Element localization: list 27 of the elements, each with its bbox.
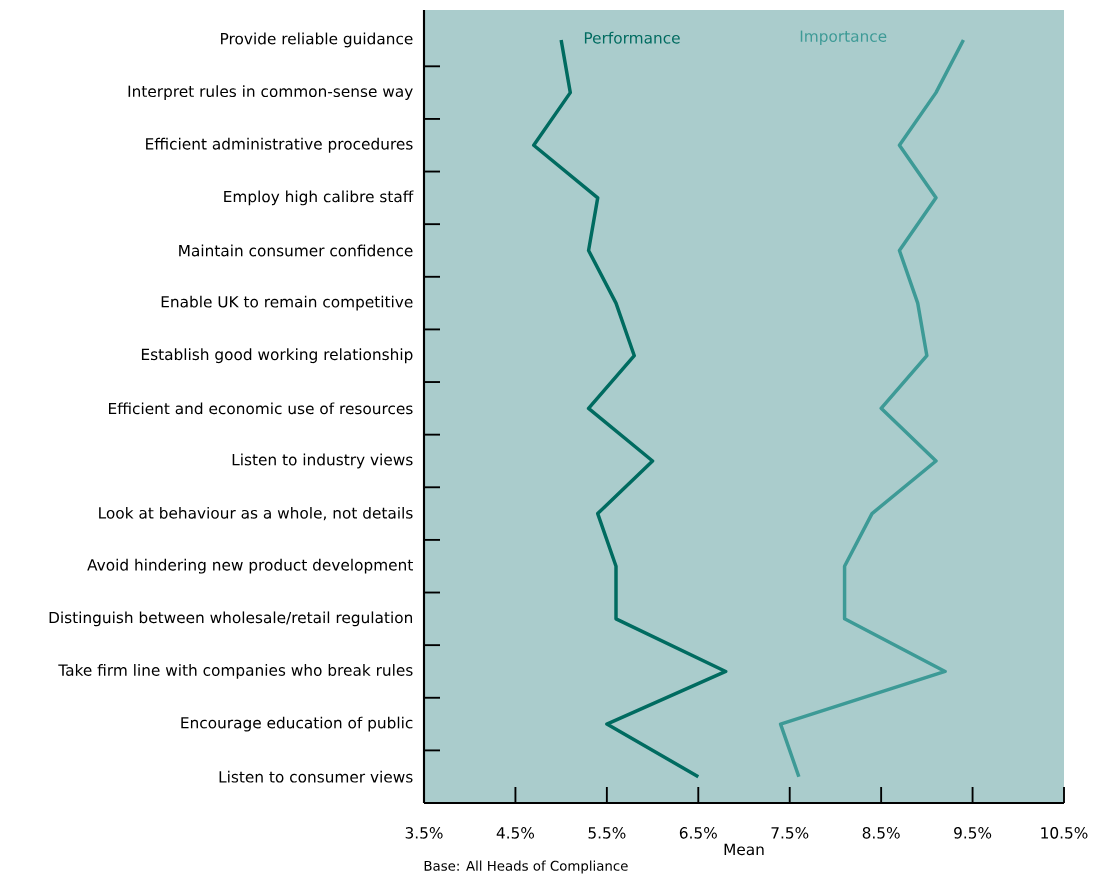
series-label: Performance	[584, 31, 680, 44]
text: Base: All Heads of Compliance	[424, 860, 628, 874]
y-tick-label: Enable UK to remain competitive	[161, 295, 413, 311]
y-tick-label: Avoid hindering new product development	[87, 558, 413, 574]
x-axis-title: Mean	[724, 843, 764, 856]
x-tick-label: 4.5%	[496, 827, 535, 839]
x-tick-label: 7.5%	[771, 827, 809, 839]
x-tick-label: 3.5%	[405, 827, 443, 839]
y-tick-label: Establish good working relationship	[141, 348, 413, 364]
y-tick-label: Listen to industry views	[232, 453, 413, 469]
y-tick-label: Encourage education of public	[181, 716, 413, 732]
y-tick-label: Efficient administrative procedures	[146, 137, 413, 153]
x-tick-label: 8.5%	[862, 827, 900, 839]
y-tick-label: Interpret rules in common-sense way	[128, 85, 413, 101]
x-tick-label: 6.5%	[679, 827, 717, 839]
x-tick-label: 9.5%	[954, 827, 992, 839]
y-tick-label: Look at behaviour as a whole, not details	[99, 506, 413, 521]
y-tick-label: Efficient and economic use of resources	[109, 402, 413, 415]
y-tick-label: Listen to consumer views	[219, 770, 413, 783]
y-tick-label: Provide reliable guidance	[221, 32, 413, 48]
y-tick-label: Maintain consumer confidence	[179, 244, 413, 257]
y-tick-label: Take firm line with companies who break rules	[58, 664, 413, 679]
x-tick-label: 10.5%	[1041, 827, 1088, 839]
x-tick-label: 5.5%	[588, 827, 626, 839]
y-tick-label: Employ high calibre staff	[224, 190, 414, 206]
text: Importance	[800, 30, 887, 45]
y-tick-label: Distinguish between wholesale/retail regulation	[49, 611, 413, 627]
